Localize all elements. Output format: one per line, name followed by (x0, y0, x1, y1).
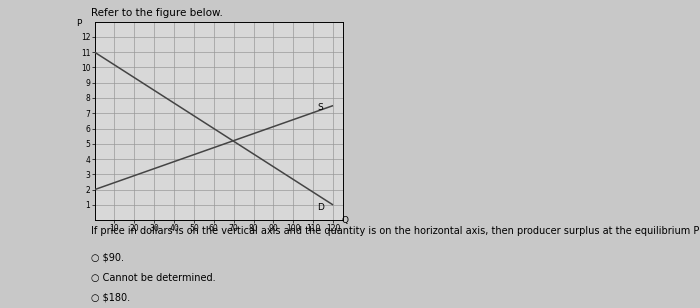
Text: S: S (317, 103, 323, 111)
Text: ○ $90.: ○ $90. (91, 253, 124, 262)
Text: P: P (76, 19, 81, 28)
Text: If price in dollars is on the vertical axis and the quantity is on the horizonta: If price in dollars is on the vertical a… (91, 226, 700, 236)
Text: ○ Cannot be determined.: ○ Cannot be determined. (91, 273, 216, 282)
Text: Refer to the figure below.: Refer to the figure below. (91, 8, 223, 18)
Text: Q: Q (341, 216, 348, 225)
Text: D: D (317, 203, 324, 213)
Text: ○ $180.: ○ $180. (91, 293, 130, 302)
